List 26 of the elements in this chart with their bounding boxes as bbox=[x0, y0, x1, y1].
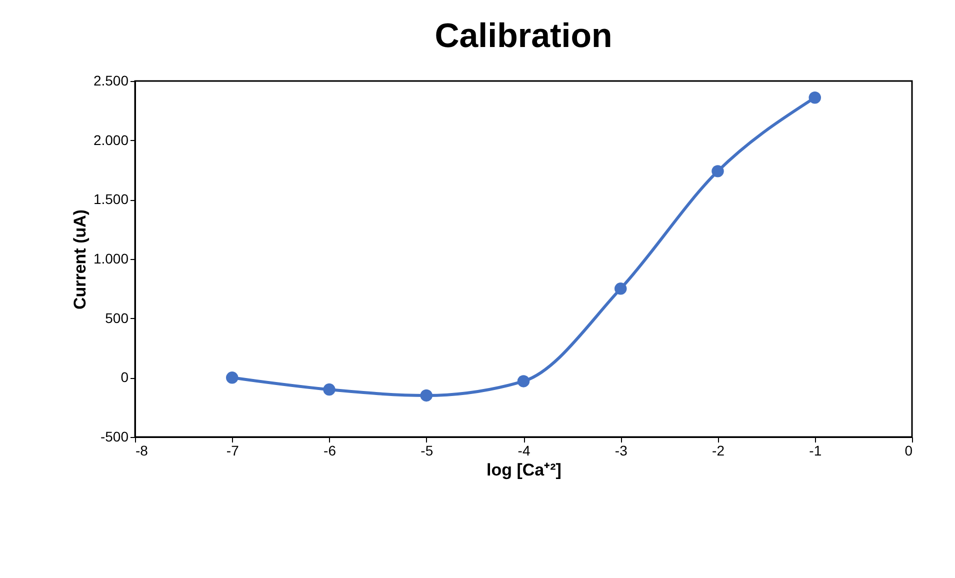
point bbox=[323, 383, 336, 396]
y-tick-label: -500 bbox=[100, 428, 129, 444]
y-tick-label: 2.000 bbox=[93, 132, 129, 148]
x-tick-label: -1 bbox=[809, 442, 822, 458]
y-tick-label: 1.000 bbox=[93, 250, 129, 266]
y-tick-label: 2.500 bbox=[93, 72, 129, 88]
point bbox=[226, 372, 238, 384]
y-tick-label: 500 bbox=[105, 310, 129, 326]
chart-title: Calibration bbox=[434, 17, 612, 55]
point bbox=[420, 389, 432, 402]
point bbox=[712, 165, 724, 178]
x-tick-label: -6 bbox=[324, 442, 336, 458]
point bbox=[614, 282, 627, 295]
y-tick-label: 1.500 bbox=[93, 191, 129, 208]
x-tick-label: -7 bbox=[226, 442, 240, 458]
point bbox=[808, 92, 821, 104]
x-tick-label: -8 bbox=[136, 442, 148, 458]
y-axis-title: Current (uA) bbox=[70, 209, 90, 310]
x-tick-label: 0 bbox=[904, 442, 913, 458]
point bbox=[517, 375, 530, 388]
y-tick-label: 0 bbox=[120, 369, 129, 386]
x-axis-title: log [Ca⁺²] bbox=[486, 460, 562, 480]
x-tick-label: -5 bbox=[420, 442, 434, 458]
x-tick-label: -4 bbox=[518, 442, 530, 458]
x-tick-label: -2 bbox=[712, 442, 725, 458]
x-tick-label: -3 bbox=[614, 442, 628, 458]
